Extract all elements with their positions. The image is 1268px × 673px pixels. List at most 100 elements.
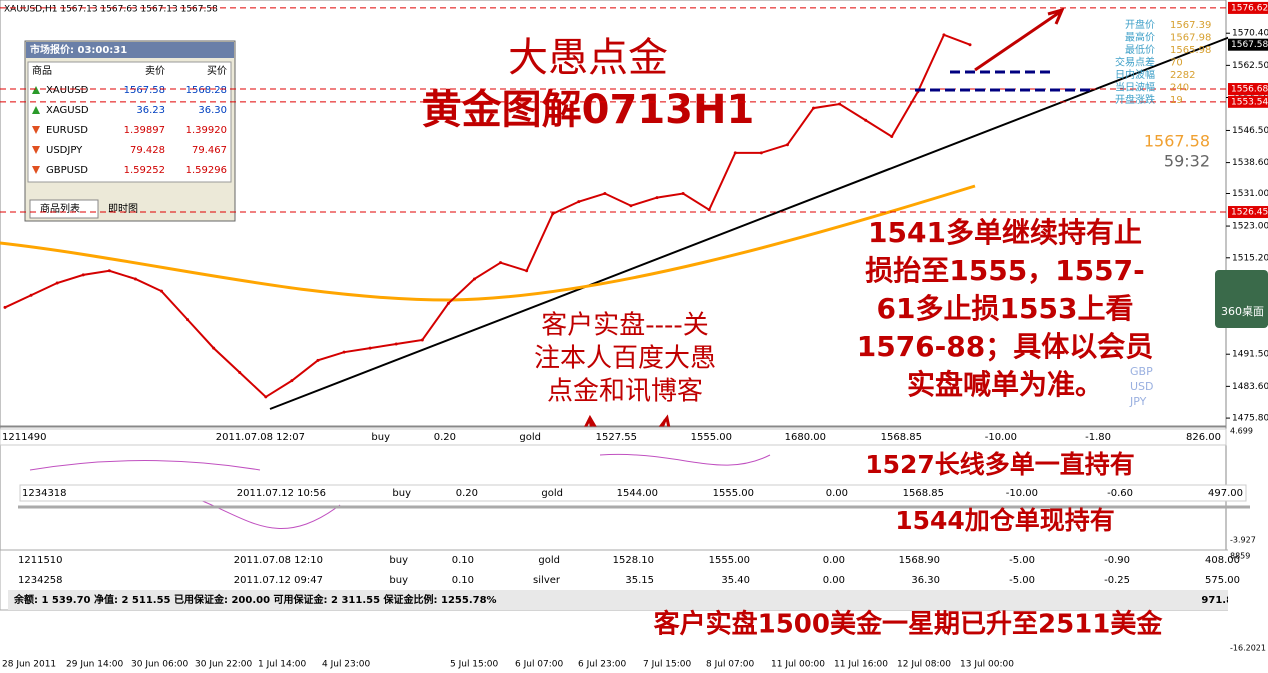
trend-line xyxy=(269,36,1231,410)
x-tick-label: 30 Jun 06:00 xyxy=(131,660,188,670)
order-cell: 0.00 xyxy=(826,488,848,499)
y-tick-label: 1570.40 xyxy=(1232,29,1268,39)
mw-arrow xyxy=(32,86,40,94)
close-point xyxy=(186,318,190,322)
info-value: 19 xyxy=(1170,95,1183,106)
order-cell: -10.00 xyxy=(985,432,1017,443)
x-tick-label: 12 Jul 08:00 xyxy=(897,660,951,670)
order-cell: 35.15 xyxy=(625,575,654,586)
mw-ask: 79.467 xyxy=(192,145,227,156)
close-point xyxy=(629,204,633,208)
x-tick-label: 5 Jul 15:00 xyxy=(450,660,499,670)
price-axis-bg xyxy=(1228,0,1268,673)
close-point xyxy=(942,33,946,37)
order-cell: 0.00 xyxy=(823,555,845,566)
up-arrow xyxy=(974,7,1065,72)
close-point xyxy=(472,277,476,281)
close-point xyxy=(55,281,59,285)
y-tick-label: 1538.60 xyxy=(1232,158,1268,168)
close-point xyxy=(290,379,294,383)
mw-arrow xyxy=(32,166,40,174)
order-cell: 1555.00 xyxy=(709,555,750,566)
mw-arrow xyxy=(32,106,40,114)
symbol-line: XAUUSD,H1 1567.13 1567.63 1567.13 1567.5… xyxy=(4,5,218,15)
mw-tab-label[interactable]: 商品列表 xyxy=(40,202,80,215)
order-cell: buy xyxy=(392,488,411,499)
close-point xyxy=(29,293,33,297)
order-cell: gold xyxy=(519,432,541,443)
sub-axis-label: 4.699 xyxy=(1230,427,1253,436)
plan-note: 61多止损1553上看 xyxy=(877,292,1134,325)
order-cell: 2011.07.12 09:47 xyxy=(234,575,323,586)
subtitle: 黄金图解0713H1 xyxy=(422,87,755,133)
close-point xyxy=(212,346,216,350)
close-point xyxy=(368,346,372,350)
order-cell: 1555.00 xyxy=(713,488,754,499)
mw-header: 商品 xyxy=(32,64,52,77)
contact-note: 注本人百度大愚 xyxy=(534,344,716,374)
close-line xyxy=(4,33,971,399)
close-point xyxy=(551,212,555,216)
market-watch-title: 市场报价: 03:00:31 xyxy=(30,43,127,56)
order-cell: 1528.10 xyxy=(613,555,654,566)
x-tick-label: 13 Jul 00:00 xyxy=(960,660,1014,670)
order-cell: buy xyxy=(389,555,408,566)
y-tick-label: 1523.00 xyxy=(1232,222,1268,232)
order-cell: 0.20 xyxy=(456,488,478,499)
big-price: 1567.58 xyxy=(1144,132,1210,151)
order-cell: 1544.00 xyxy=(617,488,658,499)
order-cell: 1234258 xyxy=(18,575,63,586)
level-box xyxy=(1228,206,1268,219)
close-point xyxy=(864,118,868,122)
info-value: 1567.39 xyxy=(1170,20,1211,31)
order-cell: 826.00 xyxy=(1186,432,1221,443)
close-point xyxy=(107,269,111,273)
faded-label: JPY xyxy=(1129,395,1147,408)
close-point xyxy=(785,143,789,147)
order-cell: 1568.85 xyxy=(903,488,944,499)
close-point xyxy=(812,106,816,110)
countdown: 59:32 xyxy=(1164,152,1210,171)
order-cell: -0.90 xyxy=(1104,555,1130,566)
mw-symbol: GBPUSD xyxy=(46,165,88,176)
close-point xyxy=(655,196,659,200)
mw-tab-label[interactable]: 即时图 xyxy=(108,203,138,215)
close-point xyxy=(525,269,529,273)
order-cell: 1211510 xyxy=(18,555,63,566)
summary-bar xyxy=(8,590,1248,610)
order-cell: -1.80 xyxy=(1085,432,1111,443)
x-tick-label: 6 Jul 23:00 xyxy=(578,660,627,670)
mw-ask: 36.30 xyxy=(198,105,227,116)
order-cell: 1234318 xyxy=(22,488,67,499)
close-point xyxy=(159,289,163,293)
level-label: 1567.58 xyxy=(1231,40,1268,50)
summary-total: 971.85 xyxy=(1201,595,1240,606)
close-point xyxy=(759,151,763,155)
sub-axis-label: -3.927 xyxy=(1230,536,1256,545)
close-point xyxy=(603,192,607,196)
x-tick-label: 7 Jul 15:00 xyxy=(643,660,692,670)
moving-average xyxy=(0,184,976,302)
mw-arrow xyxy=(32,146,40,154)
plan-note: 1576-88；具体以会员 xyxy=(857,330,1154,363)
info-label: 日内波幅 xyxy=(1115,68,1155,81)
close-point xyxy=(681,192,685,196)
close-point xyxy=(577,200,581,204)
order-cell: silver xyxy=(533,575,561,586)
order-cell: 2011.07.08 12:07 xyxy=(216,432,305,443)
x-tick-label: 28 Jun 2011 xyxy=(2,660,56,670)
mw-bid: 79.428 xyxy=(130,145,165,156)
info-label: 当日波幅 xyxy=(1115,81,1155,94)
x-tick-label: 8 Jul 07:00 xyxy=(706,660,755,670)
mw-symbol: XAGUSD xyxy=(46,105,89,116)
order-cell: -10.00 xyxy=(1006,488,1038,499)
mw-tab[interactable] xyxy=(29,199,99,219)
result-note: 客户实盘1500美金一星期已升至2511美金 xyxy=(654,609,1164,640)
level-box xyxy=(1228,38,1268,51)
mw-bid: 1567.58 xyxy=(124,85,165,96)
order-cell: gold xyxy=(538,555,560,566)
close-point xyxy=(838,102,842,106)
x-tick-label: 29 Jun 14:00 xyxy=(66,660,123,670)
plan-note: 损抬至1555，1557- xyxy=(865,254,1144,287)
